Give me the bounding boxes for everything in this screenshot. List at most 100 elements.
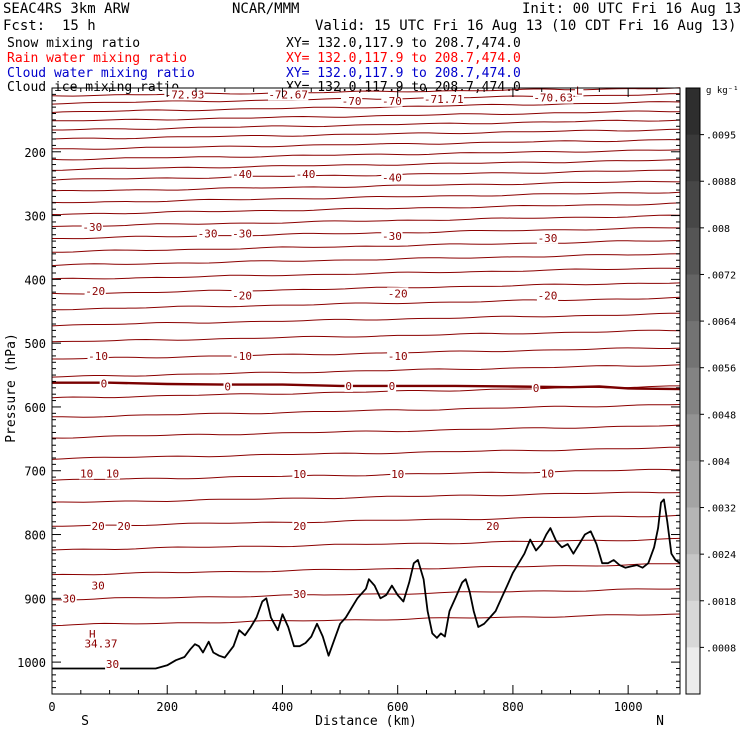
isotherm-line [51,329,681,343]
contour-label: -71.71 [424,93,464,106]
contour-label-bg [88,628,97,640]
contour-label-bg [231,227,253,240]
x-axis-label: Distance (km) [315,714,417,729]
contour-label-bg [90,520,106,533]
contour-label: -30 [82,221,102,234]
isotherm-line [51,159,681,171]
colorbar-label: .0088 [706,177,736,188]
isotherm-line [51,312,680,327]
x-tick-label: 0 [48,700,55,714]
contour-label: -40 [382,171,402,184]
contour-label: -40 [296,168,316,181]
contour-label-bg [387,349,409,362]
contour-label: 0 [101,377,108,390]
contour-label: -40 [232,168,252,181]
contour-label: -20 [538,289,558,302]
legend-cloudwater-xy: XY= 132.0,117.9 to 208.7,474.0 [286,66,521,81]
contour-label-bg [87,349,109,362]
isotherm-line [51,139,681,150]
y-tick-label: 600 [24,401,46,415]
colorbar-unit: g kg⁻¹ [706,86,739,96]
isotherm-line [51,537,681,551]
contour-label: 0 [224,381,231,394]
contour-label: -72.93 [165,88,205,101]
contour-label-bg [381,94,403,107]
isotherm-line [52,514,681,527]
contour-label: 10 [391,468,404,481]
colorbar-label: .004 [706,457,730,468]
isotherm-line [51,101,681,113]
model-title: SEAC4RS 3km ARW [3,1,130,17]
contour-label: 0 [533,382,540,395]
contour-label-bg [116,520,132,533]
isotherm-line [52,227,680,240]
y-tick-label: 500 [24,337,46,351]
isotherm-line [52,296,681,311]
contour-label-bg [387,379,397,392]
colorbar-label: .008 [706,224,730,235]
colorbar-label: .0072 [706,270,736,281]
colorbar-label: .0064 [706,317,736,328]
contour-label-bg [485,520,501,533]
contour-label-bg [164,88,205,101]
colorbar-segment [686,554,700,602]
x-tick-label: 200 [156,700,178,714]
contour-label: 10 [106,467,119,480]
contour-label-bg [90,579,106,592]
contour-label-bg [536,289,559,302]
contour-label-bg [381,230,403,242]
isotherm-line [51,253,681,267]
colorbar-segment [686,321,700,369]
contour-label-bg [531,381,541,394]
y-tick-label: 900 [24,592,46,606]
isotherm-line [51,202,681,215]
contour-label-bg [231,289,253,302]
contour-label-bg [575,84,584,97]
isotherm-line [51,267,681,280]
isotherm-line [51,588,681,601]
init-time: Init: 00 UTC Fri 16 Aug 13 [522,1,740,17]
isotherm-line [51,563,681,576]
colorbar-frame [685,87,701,695]
legend-rain-xy: XY= 132.0,117.9 to 208.7,474.0 [286,51,521,66]
contour-label-bg [268,88,309,101]
contour-label: -70 [342,95,362,108]
contour-label: 20 [91,520,104,533]
colorbar-segment [686,507,700,555]
contour-label: 30 [63,592,76,605]
colorbar-segment [686,414,700,462]
contour-label: -10 [388,350,408,363]
organization-label: NCAR/MMM [232,1,300,17]
contour-label-bg [292,520,308,533]
contour-labels: -72.93 -72.67 -70 -70 -71.71 -70.63L -40 -40 -40… [61,84,584,671]
isotherm-line [52,404,681,418]
contour-label-bg [223,380,232,393]
colorbar-segment [686,88,700,136]
y-tick-label: 800 [24,529,46,543]
y-tick-label: 200 [24,146,46,160]
isotherm-line [51,424,681,439]
contour-label: 0 [345,380,352,393]
contour-label: -72.67 [268,88,308,101]
contour-label: 30 [91,580,104,593]
contour-label-bg [387,287,409,300]
contour-label: L [576,85,583,98]
contour-label-bg [84,284,106,297]
contour-label-bg [105,467,120,480]
forecast-hour-value: 15 h [62,18,96,34]
colorbar-label: .0056 [706,364,736,375]
y-tick-label: 1000 [17,656,46,670]
contour-label-bg [294,168,317,181]
x-tick-label: 600 [387,700,409,714]
contour-label: 34.37 [84,638,117,651]
zero-isotherm-line [52,381,681,391]
contour-label-bg [197,227,219,240]
x-axis-north-label: N [656,714,664,729]
contour-label: 0 [389,380,396,393]
contour-label: -20 [232,289,252,302]
legend-cloudwater-name: Cloud water mixing ratio [7,66,195,81]
isotherm-line [51,282,681,295]
contour-label: 20 [117,520,130,533]
